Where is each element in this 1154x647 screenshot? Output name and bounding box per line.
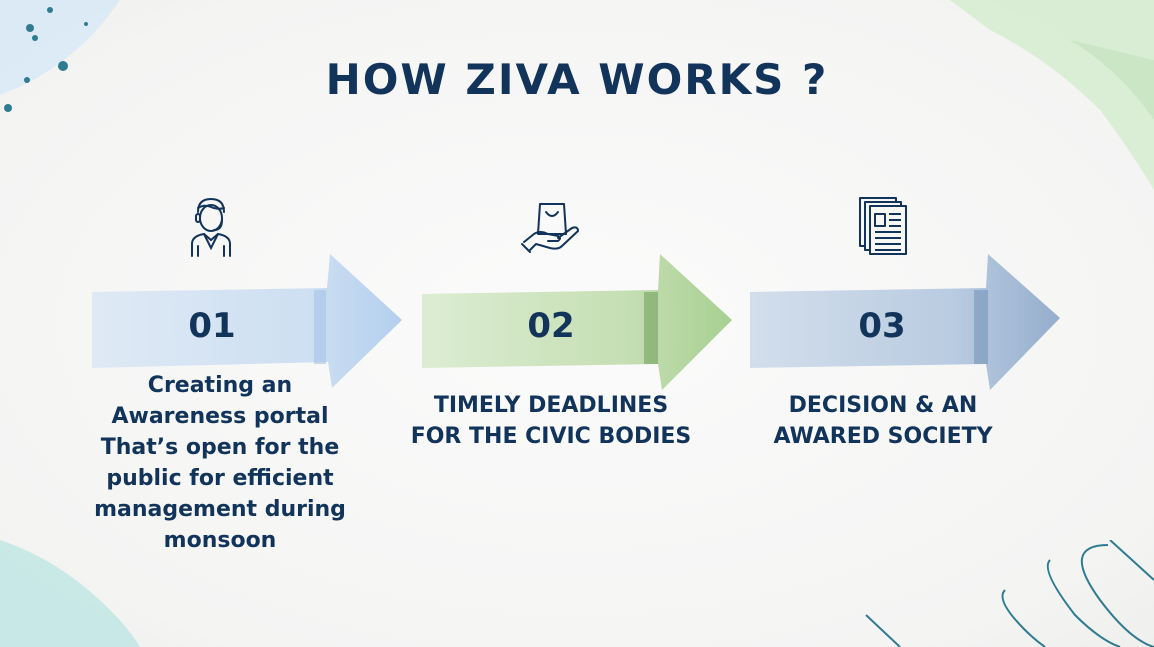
step-1-line: management during (94, 497, 346, 522)
step-1-number: 01 (188, 306, 236, 346)
step-1-line: That’s open for the (100, 435, 340, 460)
step-2-arrow (422, 254, 732, 390)
top-left-watercolor-splash (0, 0, 120, 112)
step-1-line: Creating an (147, 373, 293, 398)
step-3-number: 03 (858, 306, 906, 346)
newspaper-icon (859, 197, 907, 255)
step-1-description: Creating an Awareness portal That’s open… (90, 370, 350, 556)
step-3-line: DECISION & AN (788, 393, 978, 418)
step-2-number: 02 (527, 306, 575, 346)
step-2-line: FOR THE CIVIC BODIES (410, 424, 692, 449)
step-1-arrow (92, 254, 402, 388)
step-2-line: TIMELY DEADLINES (433, 393, 669, 418)
step-2-description: TIMELY DEADLINES FOR THE CIVIC BODIES (400, 390, 702, 452)
customer-support-agent-icon (191, 197, 231, 257)
step-1-line: Awareness portal (111, 404, 329, 429)
step-1-line: monsoon (163, 528, 277, 553)
step-3-line: AWARED SOCIETY (773, 424, 993, 449)
bottom-left-watercolor-splash (0, 540, 140, 647)
top-right-watercolor-splash (950, 0, 1154, 190)
step-3-description: DECISION & AN AWARED SOCIETY (740, 390, 1026, 452)
step-3-arrow (750, 254, 1060, 390)
page-title: HOW ZIVA WORKS ? (325, 55, 829, 104)
bottom-right-line-art (865, 540, 1154, 647)
hand-holding-bag-icon (521, 203, 579, 253)
step-1-line: public for efficient (106, 466, 334, 491)
